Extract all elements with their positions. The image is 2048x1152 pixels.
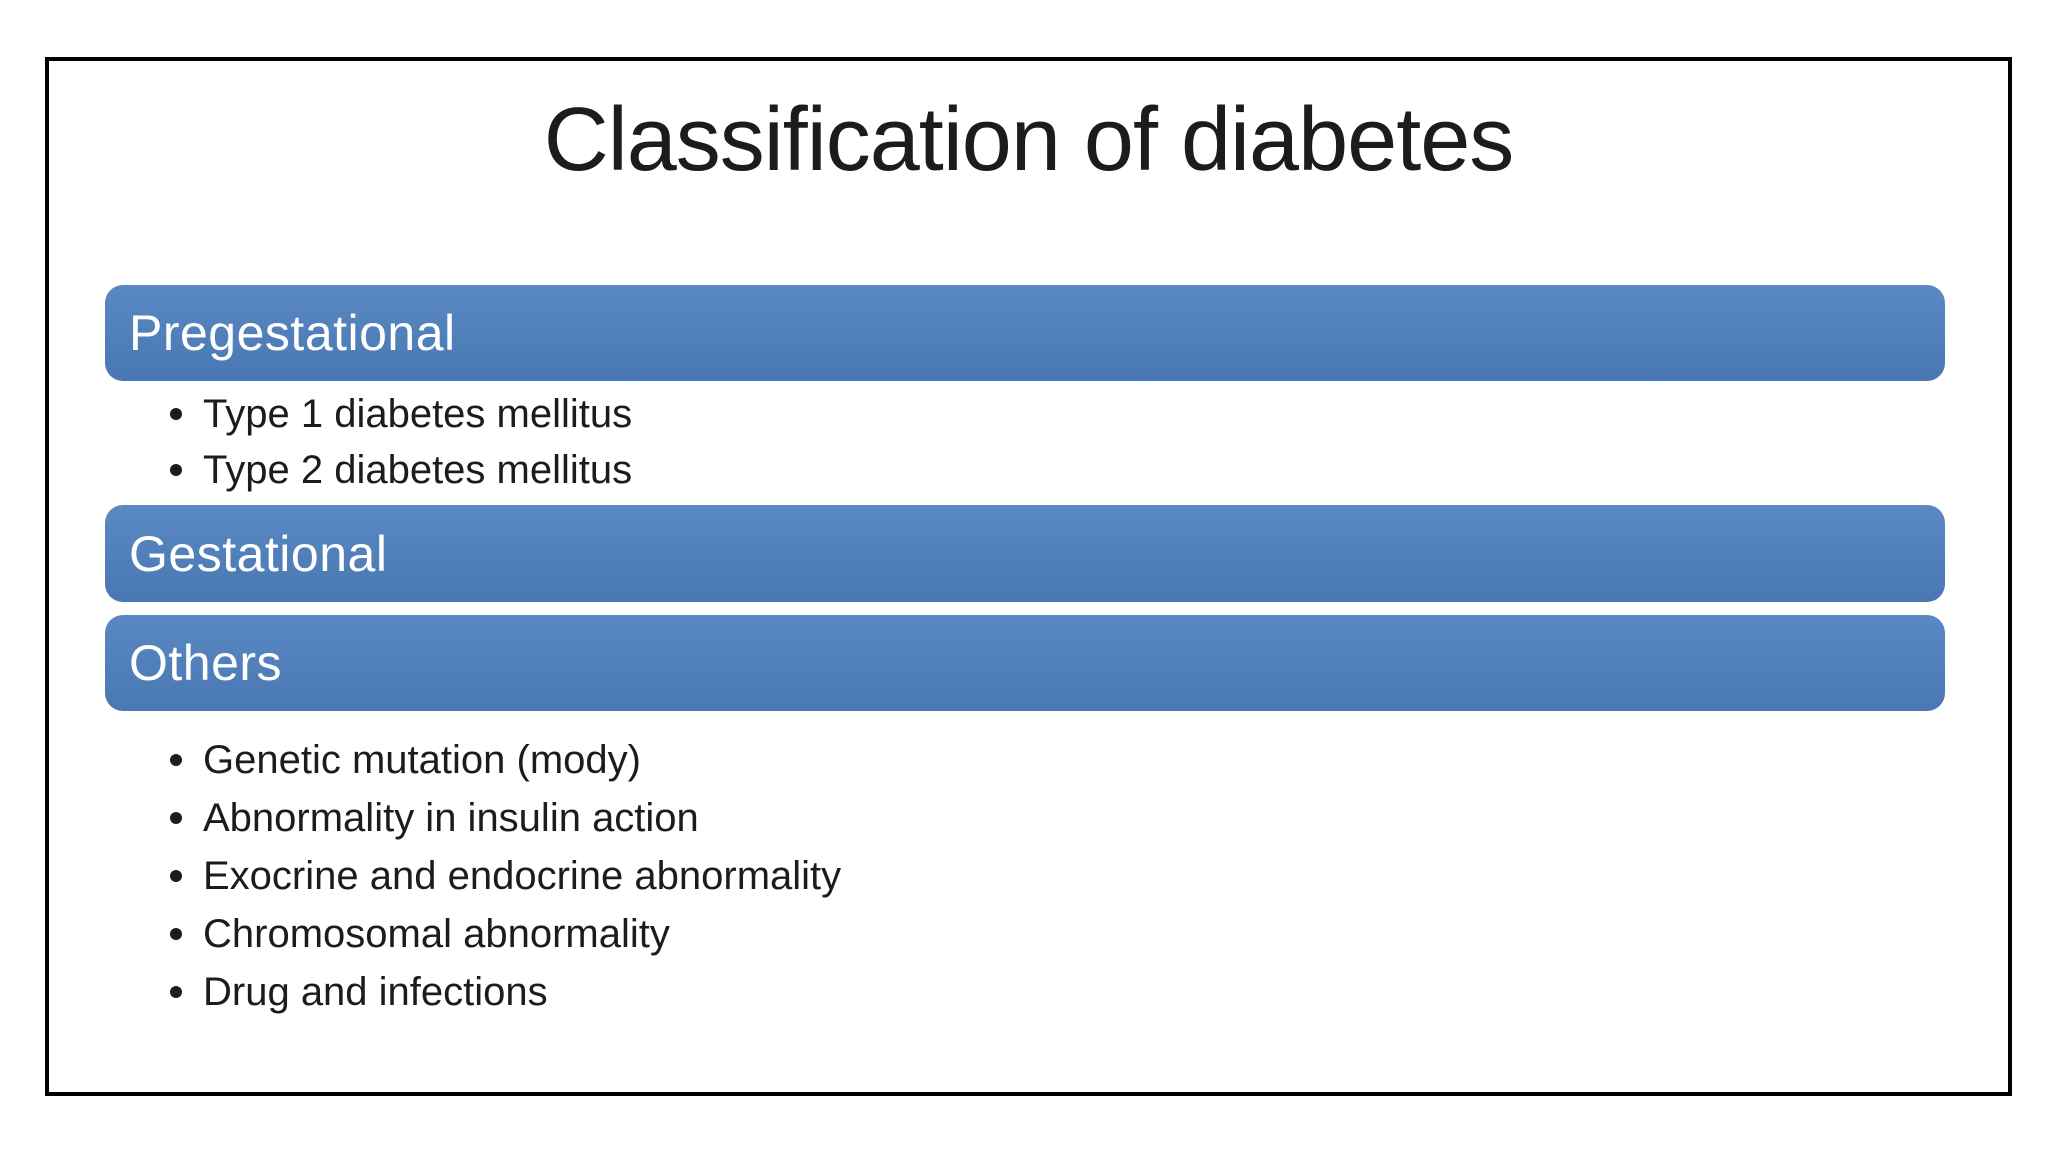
list-item-text: Drug and infections [203, 970, 548, 1014]
section-header-label: Others [129, 635, 283, 691]
slide-title: Classification of diabetes [543, 90, 1515, 190]
list-item-text: Genetic mutation (mody) [203, 738, 641, 782]
list-item: Abnormality in insulin action [170, 789, 841, 847]
list-item: Genetic mutation (mody) [170, 731, 841, 789]
section-header-label: Pregestational [129, 305, 456, 361]
bullet-dot [170, 408, 182, 420]
list-item: Type 1 diabetes mellitus [170, 386, 632, 442]
section-header-label: Gestational [129, 525, 388, 582]
list-item-text: Abnormality in insulin action [203, 796, 699, 840]
section-header-pregestational: Pregestational [105, 285, 1945, 381]
bullet-dot [170, 754, 182, 766]
slide-frame: Classification of diabetes Pregestationa… [45, 57, 2012, 1096]
section-header-others: Others [105, 615, 1945, 711]
bullet-dot [170, 464, 182, 476]
bullet-dot [170, 986, 182, 998]
bullet-dot [170, 928, 182, 940]
list-item: Exocrine and endocrine abnormality [170, 847, 841, 905]
bullet-list-pregestational: Type 1 diabetes mellitus Type 2 diabetes… [170, 386, 632, 498]
list-item-text: Type 2 diabetes mellitus [203, 448, 633, 492]
list-item: Chromosomal abnormality [170, 905, 841, 963]
section-header-gestational: Gestational [105, 505, 1945, 602]
list-item-text: Type 1 diabetes mellitus [203, 392, 633, 436]
bullet-list-others: Genetic mutation (mody) Abnormality in i… [170, 731, 841, 1021]
list-item-text: Chromosomal abnormality [203, 912, 670, 956]
bullet-dot [170, 812, 182, 824]
list-item: Type 2 diabetes mellitus [170, 442, 632, 498]
list-item: Drug and infections [170, 963, 841, 1021]
bullet-dot [170, 870, 182, 882]
list-item-text: Exocrine and endocrine abnormality [203, 854, 842, 898]
